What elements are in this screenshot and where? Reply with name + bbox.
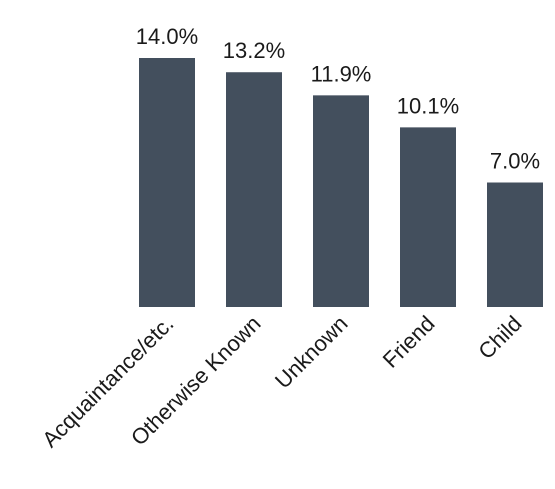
- category-labels-group: Acquaintance/etc.Otherwise Known Unknown F…: [37, 311, 526, 452]
- bar-child: [487, 182, 543, 307]
- bar-otherwise-known: [226, 72, 282, 307]
- category-label-friend: Friend: [378, 311, 440, 373]
- value-label-acquaintance-etc: 14.0%: [136, 24, 198, 49]
- bars-group: [139, 58, 543, 307]
- value-label-child: 7.0%: [490, 149, 540, 174]
- category-label-child: Child: [473, 311, 526, 364]
- category-label-unknown: Unknown: [270, 311, 353, 394]
- value-labels-group: 14.0% 13.2% 11.9% 10.1% 7.0%: [136, 24, 540, 174]
- value-label-friend: 10.1%: [397, 93, 459, 118]
- bar-unknown: [313, 95, 369, 307]
- bar-acquaintance-etc: [139, 58, 195, 307]
- value-label-otherwise-known: 13.2%: [223, 38, 285, 63]
- bar-friend: [400, 127, 456, 307]
- value-label-unknown: 11.9%: [311, 61, 372, 86]
